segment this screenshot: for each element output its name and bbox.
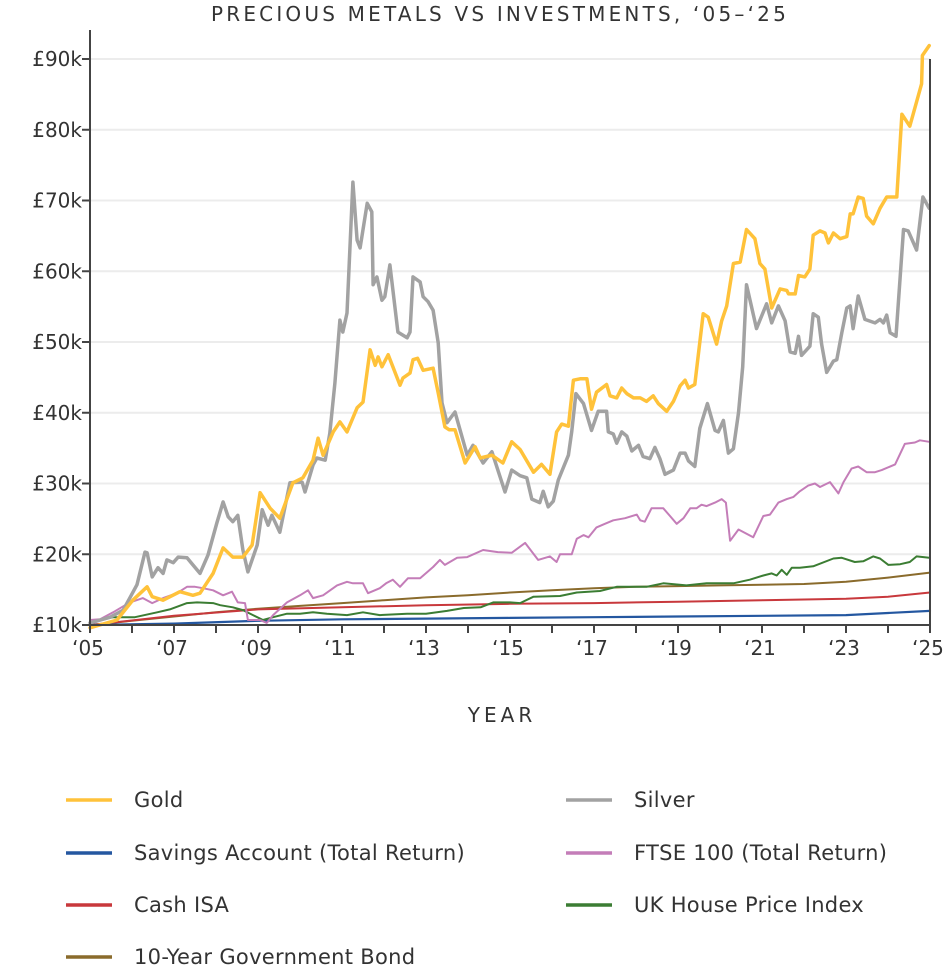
- legend-item: Silver: [566, 788, 695, 812]
- series-line-cash-isa: [89, 591, 931, 626]
- y-tick-label: £40k: [32, 401, 82, 425]
- legend-item: Cash ISA: [66, 893, 229, 917]
- x-tick-label: ‘21: [744, 636, 776, 660]
- series-line-gold: [88, 43, 931, 630]
- y-tick-label: £60k: [32, 259, 82, 283]
- y-tick-label: £70k: [32, 189, 82, 213]
- x-tick-label: ‘17: [576, 636, 608, 660]
- y-tick-label: £50k: [32, 330, 82, 354]
- legend-label: 10-Year Government Bond: [134, 945, 415, 969]
- y-tick-label: £30k: [32, 472, 82, 496]
- series-line-silver: [88, 180, 931, 625]
- x-tick-label: ‘19: [660, 636, 692, 660]
- x-tick-label: ‘11: [324, 636, 356, 660]
- y-tick-label: £10k: [32, 613, 82, 637]
- x-tick-label: ‘15: [492, 636, 524, 660]
- series-lines: [88, 43, 932, 630]
- legend-label: Cash ISA: [134, 893, 229, 917]
- x-tick-label: ‘09: [240, 636, 272, 660]
- x-tick-label: ‘13: [408, 636, 440, 660]
- x-tick-label: ‘07: [156, 636, 188, 660]
- legend-label: UK House Price Index: [634, 893, 864, 917]
- legend-item: 10-Year Government Bond: [66, 945, 415, 969]
- x-tick-label: ‘05: [72, 636, 104, 660]
- legend-item: Savings Account (Total Return): [66, 841, 465, 865]
- legend-item: UK House Price Index: [566, 893, 864, 917]
- series-line-uk-house-price-index: [89, 555, 931, 624]
- series-line-ftse-100-total-return: [89, 439, 931, 624]
- y-tick-label: £80k: [32, 118, 82, 142]
- legend-item: Gold: [66, 788, 184, 812]
- legend-label: Silver: [634, 788, 695, 812]
- x-tick-label: ‘25: [912, 636, 943, 660]
- series-line-savings-account-total-return: [88, 609, 932, 627]
- x-tick-label: ‘23: [828, 636, 860, 660]
- legend-label: FTSE 100 (Total Return): [634, 841, 887, 865]
- legend-label: Gold: [134, 788, 184, 812]
- legend: Gold Silver Savings Account (Total Return)…: [66, 788, 887, 969]
- x-axis-label: YEAR: [467, 703, 536, 727]
- legend-label: Savings Account (Total Return): [134, 841, 465, 865]
- axis-ticks: £10k £20k £30k £40k £50k £60k £70k £80k £90k ‘05 ‘…: [32, 47, 943, 660]
- gridlines: [90, 58, 930, 556]
- chart-title: PRECIOUS METALS VS INVESTMENTS, ‘05–‘25: [211, 2, 789, 26]
- y-tick-label: £90k: [32, 47, 82, 71]
- y-tick-label: £20k: [32, 542, 82, 566]
- legend-item: FTSE 100 (Total Return): [566, 841, 887, 865]
